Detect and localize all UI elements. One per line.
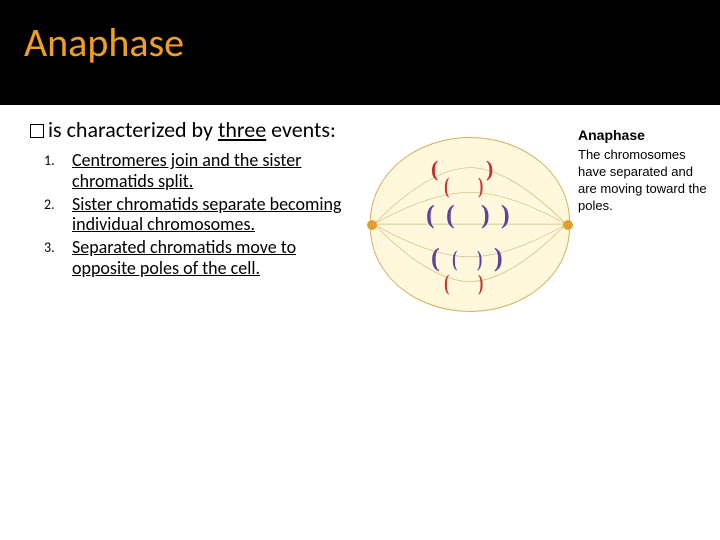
caption-title: Anaphase [578,127,708,143]
chromosome-icon: ) [481,200,490,230]
spindle-pole-icon [563,220,573,230]
chromosome-icon: ) [486,156,493,182]
text-column: is characterized by three events: 1. Cent… [30,117,350,312]
event-text: Separated chromatids move to opposite po… [72,236,296,279]
intro-suffix: events: [266,116,336,143]
chromosome-icon: ( [452,246,457,272]
list-item: 1.Centromeres join and the sister chroma… [72,150,350,191]
content-area: is characterized by three events: 1. Cent… [0,105,720,312]
list-item: 2.Sister chromatids separate becoming in… [72,194,350,235]
chromosome-icon: ) [494,243,503,273]
event-text: Sister chromatids separate becoming indi… [72,193,341,236]
title-bar: Anaphase [0,0,720,105]
chromosome-icon: ( [431,243,440,273]
caption: Anaphase The chromosomes have separated … [578,127,708,215]
spindle-pole-icon [367,220,377,230]
list-number: 2. [44,197,55,213]
event-text: Centromeres join and the sister chromati… [72,149,301,192]
intro-underlined: three [218,116,266,143]
intro-text: is characterized by three events: [30,117,350,142]
square-bullet-icon [30,124,44,138]
chromosome-icon: ) [478,270,483,296]
list-number: 1. [44,153,55,169]
anaphase-diagram: ( ) ( ) ( ( ) ) ( ( ) ) ( ) [370,137,570,312]
chromosome-icon: ( [446,200,455,230]
caption-body: The chromosomes have separated and are m… [578,147,708,215]
chromosome-icon: ) [478,173,483,199]
chromosome-icon: ( [444,173,449,199]
events-list: 1. Centromeres join and the sister chroma… [30,150,350,278]
chromosome-icon: ( [444,270,449,296]
chromosome-icon: ) [501,200,510,230]
chromosome-icon: ( [431,156,438,182]
chromosome-icon: ) [477,246,482,272]
figure-column: ( ) ( ) ( ( ) ) ( ( ) ) ( ) Anaphase The… [350,117,710,312]
list-item: 3.Separated chromatids move to opposite … [72,237,350,278]
list-number: 3. [44,240,55,256]
chromosome-icon: ( [426,200,435,230]
slide-title: Anaphase [24,18,720,67]
spindle-fibers-icon [371,138,569,311]
intro-prefix: is characterized by [48,116,218,143]
